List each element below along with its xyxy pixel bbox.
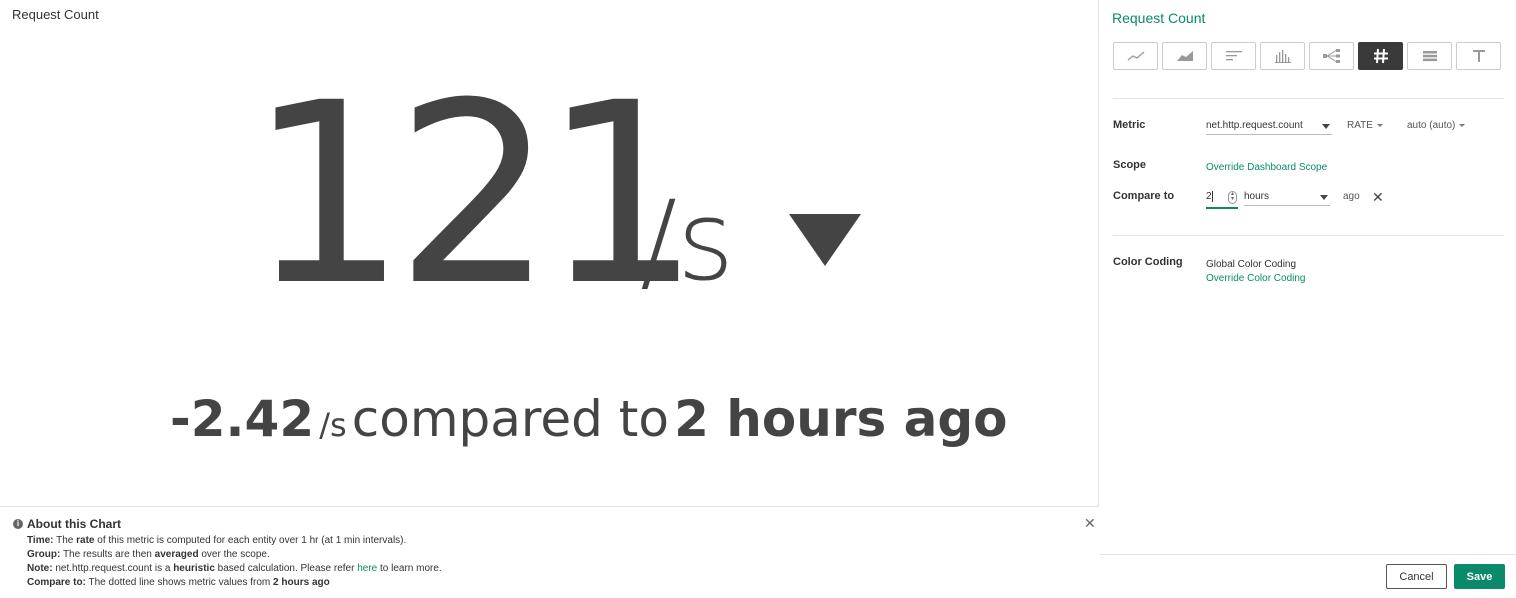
close-icon[interactable]: ✕ <box>1084 515 1096 531</box>
delta-unit: /s <box>319 406 347 444</box>
chevron-down-icon <box>1322 124 1330 129</box>
compare-unit-select[interactable]: hours <box>1244 188 1330 206</box>
resolution-dropdown[interactable]: auto (auto) <box>1407 120 1466 131</box>
compare-text: compared to <box>351 390 669 448</box>
about-group-line: Group: The results are then averaged ove… <box>27 549 270 560</box>
override-scope-link[interactable]: Override Dashboard Scope <box>1206 162 1328 173</box>
metric-select[interactable]: net.http.request.count <box>1206 117 1332 135</box>
chart-title: Request Count <box>12 7 99 22</box>
metric-value: 121 <box>248 49 701 340</box>
topology-button[interactable] <box>1309 42 1354 70</box>
text-icon <box>1472 50 1485 62</box>
topology-icon <box>1322 49 1340 63</box>
metric-unit: /s <box>640 177 735 305</box>
divider <box>1113 235 1504 236</box>
override-color-link[interactable]: Override Color Coding <box>1206 273 1306 284</box>
line-chart-icon <box>1127 51 1144 61</box>
table-icon <box>1422 51 1437 62</box>
aggregation-dropdown[interactable]: RATE <box>1347 120 1383 131</box>
remove-compare-icon[interactable]: ✕ <box>1372 189 1384 205</box>
color-coding-label: Color Coding <box>1113 256 1183 268</box>
chevron-down-icon <box>1376 123 1383 127</box>
histogram-button[interactable] <box>1260 42 1305 70</box>
line-chart-button[interactable] <box>1113 42 1158 70</box>
save-button[interactable]: Save <box>1454 564 1505 589</box>
text-button[interactable] <box>1456 42 1501 70</box>
about-title: About this Chart <box>27 517 121 531</box>
chart-area: Request Count 121 /s -2.42 /s compared t… <box>0 0 1099 598</box>
about-note-line: Note: net.http.request.count is a heuris… <box>27 563 442 574</box>
triangle-down-icon <box>789 214 861 266</box>
compare-amount-input[interactable]: 2 ▴ ▾ <box>1206 188 1238 209</box>
about-chart-box: i About this Chart ✕ Time: The rate of t… <box>0 506 1099 598</box>
comparison-summary: -2.42 /s compared to 2 hours ago <box>170 394 1008 444</box>
about-time-line: Time: The rate of this metric is compute… <box>27 535 407 546</box>
cancel-button[interactable]: Cancel <box>1386 564 1447 589</box>
number-button[interactable] <box>1358 42 1403 70</box>
about-description: Time: The rate of this metric is compute… <box>27 534 442 590</box>
metric-label: Metric <box>1113 119 1146 131</box>
table-button[interactable] <box>1407 42 1452 70</box>
color-coding-value: Global Color Coding <box>1206 259 1297 270</box>
docs-link[interactable]: here <box>357 563 378 574</box>
histogram-icon <box>1274 50 1291 63</box>
compare-period: 2 hours ago <box>674 390 1008 448</box>
panel-title[interactable]: Request Count <box>1112 10 1206 26</box>
bar-chart-button[interactable] <box>1211 42 1256 70</box>
delta-value: -2.42 <box>170 390 315 448</box>
divider <box>1113 98 1504 99</box>
compare-suffix: ago <box>1343 191 1360 202</box>
number-icon <box>1373 48 1388 64</box>
panel-footer: Cancel Save <box>1100 554 1516 598</box>
bar-chart-icon <box>1225 51 1242 61</box>
scope-label: Scope <box>1113 159 1147 171</box>
chevron-down-icon <box>1459 123 1466 127</box>
area-chart-icon <box>1176 51 1193 61</box>
area-chart-button[interactable] <box>1162 42 1207 70</box>
chart-type-toolbar <box>1113 42 1501 70</box>
info-icon: i <box>13 519 23 529</box>
about-compare-line: Compare to: The dotted line shows metric… <box>27 577 330 588</box>
chevron-down-icon <box>1320 195 1328 200</box>
about-header: i About this Chart <box>13 517 121 531</box>
stepper-icon[interactable]: ▴ ▾ <box>1228 191 1237 204</box>
compare-label: Compare to <box>1113 190 1175 202</box>
config-panel: Request Count Metric net.http.request.co <box>1100 0 1516 598</box>
